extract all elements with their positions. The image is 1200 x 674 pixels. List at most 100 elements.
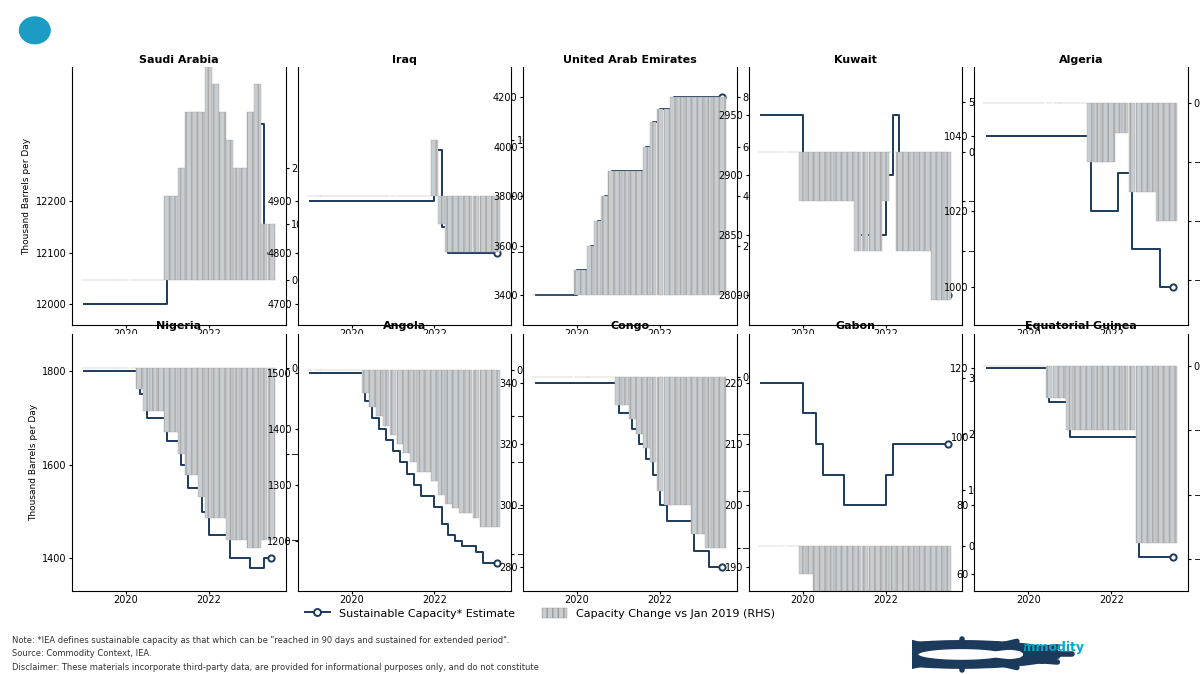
Bar	[869, 152, 876, 251]
Title: Kuwait: Kuwait	[834, 55, 877, 65]
Bar	[383, 371, 389, 425]
Bar	[1135, 103, 1142, 191]
Bar	[220, 368, 226, 518]
Bar	[581, 270, 588, 295]
Bar	[226, 140, 233, 280]
Bar	[574, 270, 581, 295]
Bar	[691, 97, 698, 295]
Bar	[1122, 366, 1128, 430]
Bar	[1142, 103, 1150, 191]
Bar	[944, 547, 952, 603]
Y-axis label: Thousand Barrels per Day: Thousand Barrels per Day	[23, 137, 31, 255]
Bar	[643, 147, 650, 295]
Bar	[684, 97, 691, 295]
Bar	[1142, 366, 1150, 543]
Bar	[1094, 366, 1102, 430]
Bar	[1074, 366, 1080, 430]
Bar	[924, 152, 930, 251]
Bar	[643, 377, 650, 448]
Bar	[1060, 366, 1066, 398]
Bar	[636, 377, 643, 434]
Bar	[698, 377, 704, 534]
Bar	[198, 112, 205, 280]
Bar	[205, 368, 212, 518]
Bar	[1087, 103, 1094, 162]
Bar	[820, 152, 827, 201]
Bar	[889, 547, 896, 603]
Bar	[192, 368, 199, 475]
Bar	[445, 371, 451, 503]
Bar	[1157, 103, 1163, 221]
Bar	[937, 547, 944, 603]
Bar	[1052, 366, 1060, 398]
Legend: Sustainable Capacity* Estimate, Capacity Change vs Jan 2019 (RHS): Sustainable Capacity* Estimate, Capacity…	[301, 603, 779, 623]
Bar	[397, 371, 403, 444]
Bar	[172, 368, 178, 432]
Bar	[841, 152, 847, 201]
Bar	[178, 368, 185, 454]
Bar	[1128, 103, 1135, 191]
Bar	[268, 368, 275, 540]
Title: Angola: Angola	[383, 321, 426, 332]
Circle shape	[8, 7, 61, 53]
Circle shape	[19, 17, 50, 44]
Bar	[480, 196, 486, 252]
Bar	[1087, 366, 1094, 430]
Bar	[1135, 366, 1142, 543]
Bar	[896, 152, 902, 251]
Bar	[260, 368, 268, 540]
Bar	[931, 547, 937, 603]
Bar	[854, 547, 862, 658]
Bar	[862, 547, 869, 658]
Bar	[719, 377, 726, 548]
Bar	[1157, 366, 1163, 543]
Bar	[233, 168, 240, 280]
Bar	[841, 547, 847, 658]
Bar	[698, 97, 704, 295]
Bar	[848, 547, 854, 658]
Text: C: C	[995, 641, 1004, 654]
Bar	[691, 377, 698, 534]
Text: OPEC-10 Crude Production Capacity Monitor: OPEC-10 Crude Production Capacity Monito…	[78, 20, 599, 40]
Bar	[869, 547, 876, 658]
Bar	[486, 371, 493, 526]
Bar	[157, 368, 163, 411]
Bar	[882, 547, 889, 630]
Bar	[917, 547, 924, 603]
Bar	[677, 377, 684, 506]
Bar	[712, 377, 719, 548]
Bar	[493, 196, 500, 252]
Bar	[1170, 366, 1177, 543]
Bar	[608, 171, 614, 295]
Bar	[205, 56, 212, 280]
Title: Nigeria: Nigeria	[156, 321, 202, 332]
Bar	[361, 371, 368, 394]
Bar	[240, 368, 247, 540]
Bar	[1080, 366, 1087, 430]
Bar	[403, 371, 410, 453]
Bar	[260, 224, 268, 280]
Bar	[902, 152, 910, 251]
Text: ontext: ontext	[1014, 654, 1060, 667]
Bar	[268, 224, 275, 280]
Bar	[1150, 103, 1156, 191]
Bar	[862, 152, 869, 251]
Bar	[390, 371, 396, 435]
Bar	[466, 196, 473, 252]
Bar	[473, 371, 479, 518]
Bar	[677, 97, 684, 295]
Bar	[712, 97, 719, 295]
Bar	[247, 112, 253, 280]
Bar	[656, 377, 664, 491]
Bar	[827, 152, 834, 201]
Bar	[931, 152, 937, 300]
Bar	[150, 368, 157, 411]
Polygon shape	[884, 644, 1021, 665]
Bar	[247, 368, 253, 548]
Bar	[882, 152, 889, 201]
Text: ●: ●	[30, 26, 40, 35]
Bar	[706, 377, 712, 548]
Bar	[684, 377, 691, 506]
Bar	[1108, 366, 1115, 430]
Bar	[431, 371, 438, 481]
